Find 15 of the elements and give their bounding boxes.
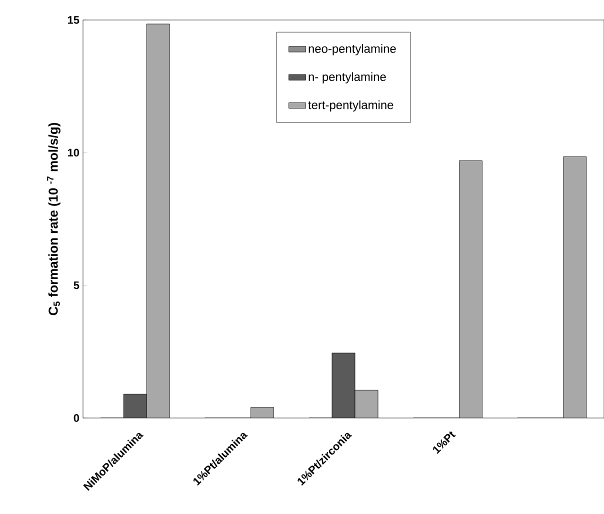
- y-tick-label: 5: [74, 282, 80, 290]
- y-tick-label: 10: [68, 148, 80, 157]
- y-tick-label: 15: [68, 16, 80, 24]
- legend-label: neo-pentylamine: [308, 44, 396, 56]
- bar: [123, 394, 147, 418]
- bar: [250, 407, 274, 418]
- bar: [146, 24, 170, 418]
- bar: [355, 390, 378, 418]
- bar: [563, 156, 587, 418]
- bar: [459, 160, 482, 418]
- y-axis-title: C$_{5}$ formation rate (10 $^{-7}$ mol/s/g): [47, 122, 60, 316]
- y-tick-label: 0: [74, 414, 80, 422]
- bar: [332, 352, 356, 418]
- legend-label: n- pentylamine: [308, 72, 386, 84]
- legend-label: tert-pentylamine: [308, 100, 394, 112]
